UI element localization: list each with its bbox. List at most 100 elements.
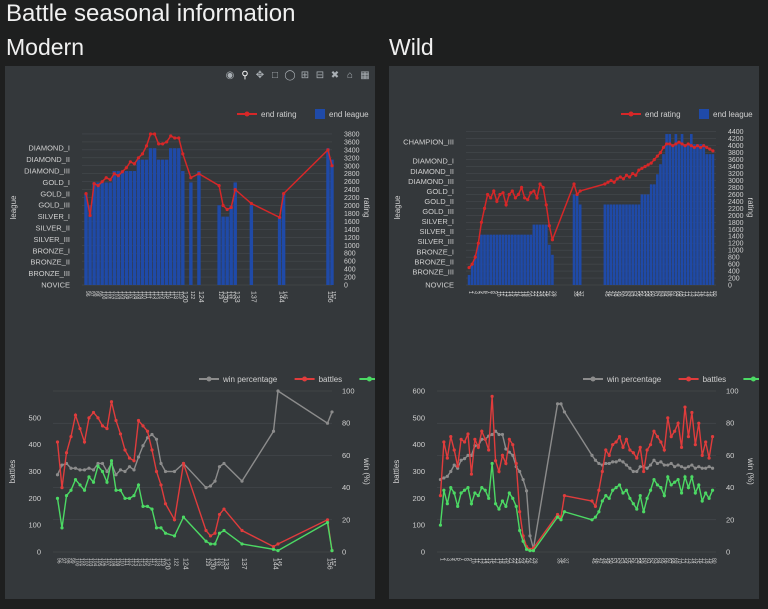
wild-rating-league-bar [628,204,631,285]
modern-battles-battles-point [204,528,208,533]
modern-rating-league-tick: SILVER_I [38,212,70,221]
wild-rating-league-bar [504,234,508,285]
modern-battles-win_pct-point [96,461,100,466]
modern-battles-x-tick: 130 [209,558,216,570]
wild-battles-battles-point [514,461,518,466]
wild-rating-rating-point [698,145,703,150]
modern-rating-x-tick: 145 [282,291,288,300]
modern-rating-league-tick: SILVER_III [33,235,70,244]
panel-modern: ◉ ⚲ ✥ □ ◯ ⊞ ⊟ ✖ ⌂ ▦ 0 200 400 600 800 1000 120… [5,66,375,599]
wild-rating-rating-tick: 600 [728,262,740,269]
wild-battles-right-tick: 0 [726,548,730,557]
modern-rating-x-tick: 111 [145,291,151,299]
modern-rating-x-tick: 129 [217,291,223,300]
wild-rating-rating-line [468,182,554,269]
modern-rating-x-tick: 115 [161,291,167,299]
modern-rating-x-tick: 105 [120,291,126,300]
wild-battles-win_pct-point [635,469,639,474]
modern-rating-league-bar [128,171,133,285]
wild-battles-battles-connector [532,514,559,549]
modern-battles-battles-point [96,416,100,420]
wild-rating-league-bar [498,234,502,285]
pan-icon[interactable]: ✥ [255,70,265,81]
lasso-icon[interactable]: ◯ [284,70,296,81]
wild-x-tick: 77 [700,558,706,564]
wild-battles-wins-point [597,510,601,514]
modern-battles-battles-point [208,534,213,538]
modern-battles-x-tick: 124 [182,558,189,570]
wild-x-tick: 11 [498,291,504,296]
wild-battles-battles-point [652,429,656,433]
wild-x-tick: 35 [572,291,578,297]
modern-battles-win_pct-point [69,466,73,470]
modern-rating-league-bar [221,216,225,285]
wild-rating-league-bar [689,134,693,285]
autoscale-icon[interactable]: ✖ [330,70,340,81]
box-select-icon[interactable]: □ [271,70,279,81]
wild-battles-wins-point [683,475,687,479]
modern-battles-wins-point [60,526,64,530]
wild-x-tick: 14 [507,291,513,297]
modern-battles-right-tick: 40 [342,483,350,492]
wild-battles-battles-point [497,469,501,474]
wild-rating-league-bar [705,154,709,285]
wild-battles-wins-point [480,486,484,490]
wild-rating-rating-point [532,189,536,193]
zoom-icon[interactable]: ⚲ [241,70,249,81]
wild-battles-battles-point [469,472,474,476]
wild-x-tick: 67 [671,291,677,297]
wild-battles-wins-point [604,494,608,498]
wild-rating-league-bar [683,144,687,285]
modern-battles-battles-point [172,518,177,522]
modern-battles-battles-point [123,448,127,452]
wild-rating-rating-tick: 2400 [728,199,744,206]
modern-battles-battles-point [109,400,114,404]
modern-battles-x-tick: 114 [137,558,143,566]
wild-x-tick: 46 [593,558,599,564]
wild-x-tick: 36 [575,291,581,297]
modern-battles-battles-point [163,502,168,506]
wild-x-tick: 2 [470,291,476,294]
wild-rating-rating-point [686,142,690,146]
modern-battles-x-tick: 101 [78,558,84,567]
wild-rating-league-bar [551,254,554,285]
wild-rating-league-bar [665,134,668,285]
wild-battles-wins-point [476,494,480,498]
wild-x-tick: 69 [673,558,679,564]
camera-icon[interactable]: ◉ [225,70,235,81]
modern-battles-battles-point [132,459,136,463]
wild-x-tick: 46 [606,291,612,297]
modern-rating-league-bar [277,216,282,285]
wild-rating-rating-point [692,145,696,150]
zoom-in-icon[interactable]: ⊞ [300,70,310,81]
wild-battles-win_pct-point [624,463,629,467]
modern-rating-rating-point [128,160,132,164]
wild-x-tick: 75 [695,291,701,297]
wild-battles-battles-point [642,469,646,474]
wild-rating-ylabel-left: league [393,195,402,220]
wild-battles-win_pct-point [490,432,494,437]
plotly-logo-icon[interactable]: ▦ [360,70,370,81]
wild-rating-rating-point [547,224,551,228]
home-icon[interactable]: ⌂ [346,70,354,81]
zoom-out-icon[interactable]: ⊟ [315,70,325,81]
wild-rating-league-tick: GOLD_III [422,207,454,216]
wild-x-tick: 14 [483,558,489,564]
modern-rating-rating-tick: 1200 [344,235,360,242]
wild-rating-league-tick: SILVER_II [420,227,454,236]
modern-rating-league-tick: BRONZE_III [28,269,70,278]
wild-rating-league-bar [526,234,530,285]
modern-battles-battles-point [91,410,96,415]
modern-rating-rating-tick: 3000 [344,163,360,170]
wild-rating-rating-point [631,171,635,176]
modern-rating-league-bar [229,205,233,285]
modern-battles-wins-point [105,480,109,484]
wild-x-tick: 37 [578,291,584,297]
wild-battles-win_pct-point [617,458,622,462]
modern-rating-legend-swatch-1 [315,109,325,119]
wild-battles-win_pct-point [666,463,670,467]
modern-rating-rating-tick: 800 [344,251,356,258]
modern-rating-x-tick: 133 [233,291,240,303]
wild-battles-legend-marker-0 [590,376,596,382]
wild-rating-league-bar [711,154,715,285]
